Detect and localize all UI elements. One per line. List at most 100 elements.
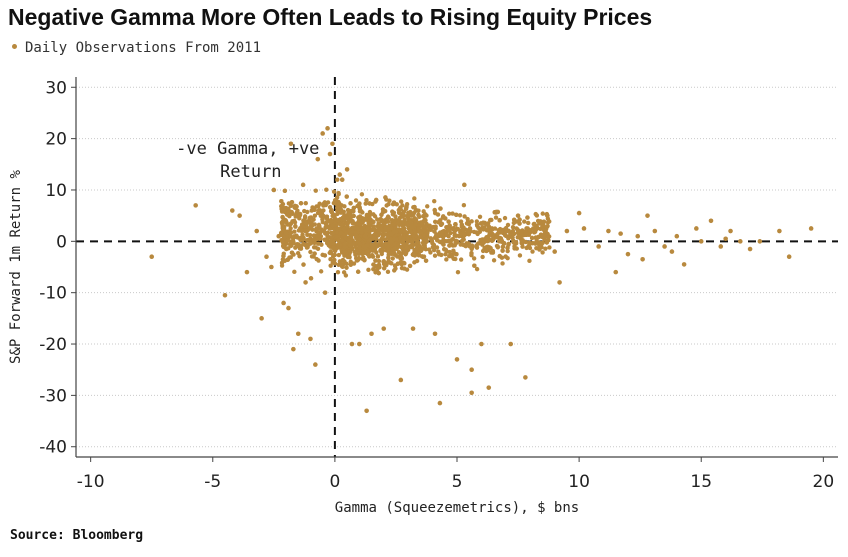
scatter-point xyxy=(392,263,398,268)
scatter-point xyxy=(315,156,321,162)
scatter-point xyxy=(318,234,324,239)
scatter-point xyxy=(428,227,434,233)
scatter-point xyxy=(237,213,242,218)
scatter-point xyxy=(269,264,274,270)
scatter-point xyxy=(389,218,395,223)
scatter-point xyxy=(371,212,376,217)
scatter-point xyxy=(341,261,346,266)
scatter-point xyxy=(378,216,383,222)
scatter-point xyxy=(292,229,297,234)
scatter-point xyxy=(376,270,381,276)
scatter-point xyxy=(365,213,370,218)
scatter-point xyxy=(390,256,395,261)
scatter-point xyxy=(415,238,420,244)
scatter-point xyxy=(300,182,306,188)
scatter-point xyxy=(431,242,437,248)
scatter-point xyxy=(373,197,379,203)
scatter-point xyxy=(362,257,367,263)
scatter-point xyxy=(552,249,557,254)
scatter-point xyxy=(404,267,410,272)
scatter-point xyxy=(342,244,348,250)
scatter-point xyxy=(244,269,250,275)
scatter-point xyxy=(357,204,362,210)
scatter-point xyxy=(381,261,387,267)
scatter-point xyxy=(312,251,317,256)
scatter-point xyxy=(383,195,388,200)
scatter-point xyxy=(443,216,448,221)
scatter-point xyxy=(511,217,517,222)
scatter-point xyxy=(324,187,329,192)
scatter-point xyxy=(446,211,452,216)
scatter-point xyxy=(271,187,277,193)
scatter-point xyxy=(324,219,330,225)
scatter-point xyxy=(508,341,514,347)
scatter-point xyxy=(308,276,314,281)
scatter-point xyxy=(487,231,493,236)
scatter-point xyxy=(525,215,530,220)
scatter-point xyxy=(432,253,438,258)
scatter-point xyxy=(392,245,397,251)
scatter-point xyxy=(399,212,404,217)
scatter-point xyxy=(309,254,315,259)
scatter-point xyxy=(537,245,542,251)
scatter-point xyxy=(418,234,423,239)
scatter-point xyxy=(416,226,421,231)
x-tick-label: -5 xyxy=(204,472,221,492)
scatter-point xyxy=(325,126,330,131)
scatter-point xyxy=(500,261,505,266)
scatter-point xyxy=(264,254,269,260)
scatter-point xyxy=(283,234,288,239)
scatter-point xyxy=(489,238,495,244)
scatter-point xyxy=(286,246,291,251)
scatter-point xyxy=(318,269,324,274)
scatter-point xyxy=(396,227,402,232)
scatter-point xyxy=(432,198,437,204)
scatter-point xyxy=(385,219,391,224)
scatter-point xyxy=(298,244,303,249)
scatter-point xyxy=(280,214,285,220)
scatter-point xyxy=(338,230,344,236)
scatter-point xyxy=(481,238,487,244)
scatter-point xyxy=(437,400,443,406)
scatter-point xyxy=(419,246,424,251)
scatter-point xyxy=(356,240,361,245)
scatter-point xyxy=(669,249,675,254)
scatter-point xyxy=(469,390,474,396)
scatter-point xyxy=(279,220,285,225)
scatter-point xyxy=(416,253,422,258)
scatter-point xyxy=(674,233,680,239)
scatter-point xyxy=(365,252,371,257)
scatter-point xyxy=(402,229,407,234)
scatter-point xyxy=(511,240,516,245)
scatter-point xyxy=(288,203,294,208)
scatter-point xyxy=(466,232,471,237)
scatter-point xyxy=(366,267,371,273)
scatter-point xyxy=(502,215,508,221)
scatter-point xyxy=(448,230,453,236)
scatter-point xyxy=(378,223,384,229)
scatter-point xyxy=(370,227,375,233)
scatter-point xyxy=(808,226,814,231)
scatter-point xyxy=(398,252,403,257)
scatter-point xyxy=(327,151,333,157)
scatter-point xyxy=(305,228,310,233)
x-tick-label: 20 xyxy=(813,472,835,492)
scatter-point xyxy=(301,262,306,267)
scatter-point xyxy=(359,192,365,197)
scatter-point xyxy=(371,267,376,272)
scatter-point xyxy=(340,238,345,243)
scatter-point xyxy=(347,208,352,214)
scatter-point xyxy=(386,249,391,255)
scatter-point xyxy=(527,258,532,264)
scatter-point xyxy=(512,244,517,249)
scatter-point xyxy=(681,262,687,267)
scatter-point xyxy=(389,251,395,257)
scatter-point xyxy=(331,189,337,194)
scatter-point xyxy=(499,229,504,235)
scatter-point xyxy=(698,239,704,244)
scatter-point xyxy=(405,234,410,240)
scatter-point xyxy=(475,230,481,235)
scatter-point xyxy=(364,408,369,414)
scatter-point xyxy=(303,280,308,285)
scatter-point xyxy=(517,221,522,226)
